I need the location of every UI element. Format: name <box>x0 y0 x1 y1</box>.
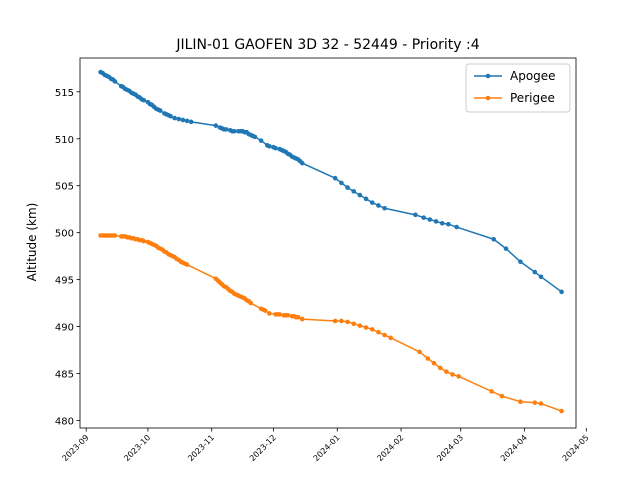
data-point-apogee <box>559 289 564 295</box>
data-point-apogee <box>538 274 544 280</box>
y-tick-label: 515 <box>55 88 74 99</box>
data-point-apogee <box>112 79 118 84</box>
data-point-perigee <box>357 323 363 328</box>
data-point-perigee <box>295 314 301 320</box>
data-point-apogee <box>427 217 433 222</box>
data-point-apogee <box>357 192 363 198</box>
data-point-perigee <box>248 300 254 306</box>
data-point-perigee <box>351 321 357 327</box>
data-point-apogee <box>184 118 190 124</box>
data-point-apogee <box>299 160 305 166</box>
y-tick-label: 495 <box>55 276 74 287</box>
y-tick-label: 505 <box>55 182 74 193</box>
data-point-perigee <box>559 408 564 414</box>
y-tick-label: 510 <box>55 135 74 146</box>
data-point-apogee <box>168 113 173 119</box>
y-tick-label: 480 <box>55 416 74 427</box>
y-tick-label: 485 <box>55 370 74 381</box>
data-point-perigee <box>277 312 282 317</box>
legend-swatch-marker <box>485 73 491 79</box>
data-point-perigee <box>425 356 431 361</box>
data-point-apogee <box>267 143 272 149</box>
data-point-perigee <box>437 365 443 371</box>
data-point-perigee <box>363 325 369 330</box>
data-point-apogee <box>454 224 459 230</box>
data-point-perigee <box>299 316 305 322</box>
chart-title: JILIN-01 GAOFEN 3D 32 - 52449 - Priority… <box>175 37 479 53</box>
data-point-perigee <box>369 327 375 332</box>
data-point-perigee <box>450 372 455 377</box>
data-point-apogee <box>351 189 357 194</box>
axes-frame <box>79 57 577 429</box>
data-point-perigee <box>141 238 147 244</box>
data-point-apogee <box>141 97 147 103</box>
data-point-apogee <box>252 134 258 140</box>
data-point-apogee <box>332 175 338 181</box>
y-tick-label: 490 <box>55 323 74 334</box>
data-point-perigee <box>417 349 422 355</box>
data-point-apogee <box>413 212 418 218</box>
y-tick-label: 500 <box>55 229 74 240</box>
data-point-apogee <box>421 215 427 220</box>
data-point-apogee <box>339 180 344 186</box>
data-point-perigee <box>184 262 190 267</box>
data-point-apogee <box>188 119 194 125</box>
data-point-apogee <box>369 200 375 205</box>
data-point-perigee <box>267 311 272 316</box>
data-point-perigee <box>112 233 118 238</box>
data-point-perigee <box>518 399 523 405</box>
legend-label: Perigee <box>510 91 555 105</box>
data-point-perigee <box>388 335 394 341</box>
data-point-apogee <box>232 128 237 134</box>
data-point-perigee <box>456 374 461 379</box>
data-point-apogee <box>157 108 163 113</box>
legend-label: Apogee <box>510 69 556 83</box>
legend-swatch-marker <box>485 95 491 101</box>
data-point-apogee <box>439 220 445 226</box>
data-point-apogee <box>273 145 278 151</box>
data-point-perigee <box>532 400 538 405</box>
data-point-apogee <box>180 117 186 123</box>
data-point-apogee <box>532 269 538 275</box>
data-point-perigee <box>285 313 291 318</box>
data-point-apogee <box>213 123 219 128</box>
data-point-apogee <box>223 127 229 132</box>
y-axis-label: Altitude (km) <box>25 203 39 282</box>
data-point-perigee <box>499 393 505 399</box>
data-point-apogee <box>176 116 182 122</box>
data-point-perigee <box>382 332 387 338</box>
data-point-apogee <box>376 203 381 208</box>
data-point-perigee <box>489 389 494 394</box>
data-point-perigee <box>431 360 437 366</box>
data-point-perigee <box>376 329 381 335</box>
data-point-apogee <box>446 221 451 227</box>
data-point-apogee <box>503 246 509 251</box>
data-point-perigee <box>345 319 350 325</box>
data-point-perigee <box>262 308 268 313</box>
data-point-perigee <box>444 369 449 374</box>
data-point-apogee <box>491 236 496 242</box>
data-point-apogee <box>258 138 264 143</box>
data-point-apogee <box>433 219 439 224</box>
data-point-perigee <box>538 401 544 406</box>
data-point-apogee <box>518 259 523 265</box>
data-point-perigee <box>339 318 344 324</box>
data-point-apogee <box>345 185 350 190</box>
data-point-perigee <box>332 318 338 324</box>
legend: Apogee Perigee <box>465 63 571 113</box>
data-point-apogee <box>172 115 177 121</box>
data-point-apogee <box>363 196 369 202</box>
data-point-apogee <box>382 205 387 211</box>
